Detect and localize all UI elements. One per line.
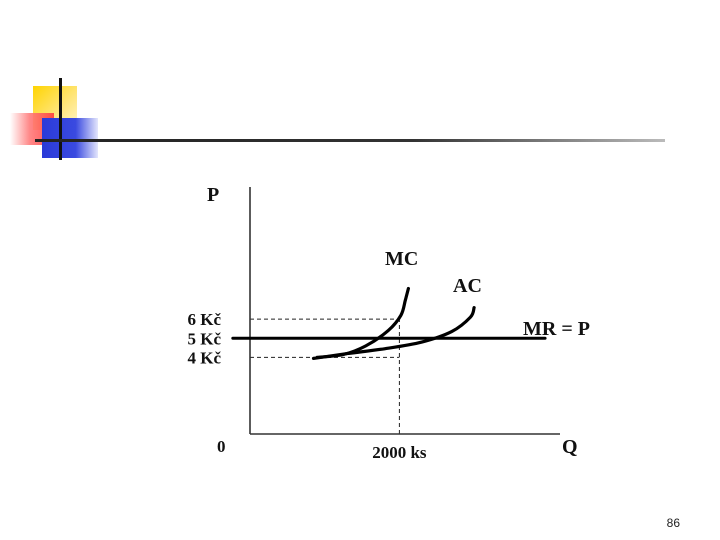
series-label-mc: MC	[385, 248, 418, 270]
y-axis-label: P	[207, 184, 219, 206]
series-ac	[311, 306, 476, 360]
series-layer	[231, 286, 547, 360]
series-label-ac: AC	[453, 275, 482, 297]
labels: P Q 0 6 Kč5 Kč4 Kč 2000 ks MC AC MR = P	[187, 184, 589, 462]
y-tick-label-1: 6 Kč	[187, 310, 221, 329]
x-tick-label-1: 2000 ks	[372, 443, 427, 462]
origin-label: 0	[217, 437, 226, 456]
x-axis-label: Q	[562, 436, 578, 458]
reference-lines	[250, 318, 400, 434]
y-tick-label-2: 5 Kč	[187, 329, 221, 348]
decor-vertical-line	[59, 78, 62, 160]
decor-horizontal-rule	[35, 139, 665, 142]
y-tick-label-3: 4 Kč	[187, 348, 221, 367]
page-number: 86	[666, 516, 680, 530]
series-label-mr-p: MR = P	[523, 318, 590, 340]
axes	[249, 187, 560, 435]
decor-blue-square	[42, 118, 98, 158]
